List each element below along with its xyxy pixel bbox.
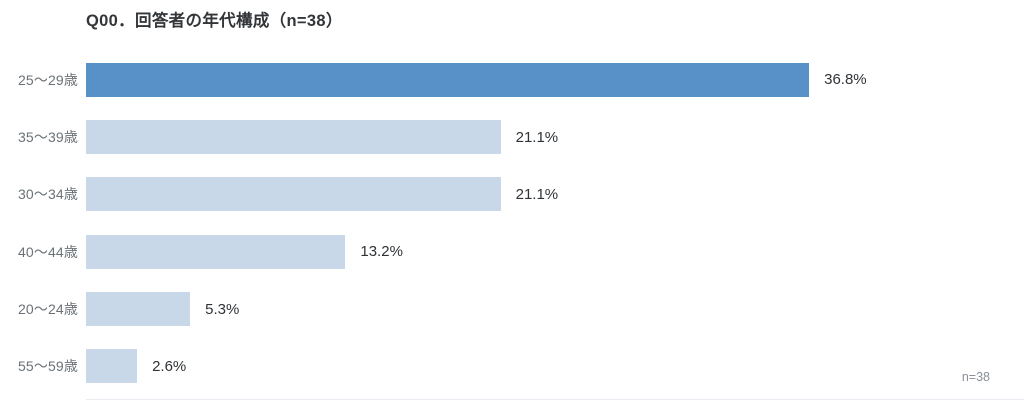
value-label: 36.8% [824,71,867,89]
sample-size-note: n=38 [961,370,990,384]
chart-row: 30～34歳 21.1% [0,166,1024,223]
chart-row: 20～24歳 5.3% [0,280,1024,337]
axis-baseline [86,399,1024,400]
bar [86,234,346,269]
chart-row: 25～29歳 36.8% [0,51,1024,108]
value-label: 21.1% [515,128,559,146]
bar [86,120,501,155]
value-label: 5.3% [205,300,240,318]
category-label: 30～34歳 [18,186,78,203]
value-label: 21.1% [515,185,559,203]
bar [86,292,191,327]
category-label: 40～44歳 [18,243,78,260]
category-label: 55～59歳 [18,358,78,375]
chart-row: 35～39歳 21.1% [0,108,1024,165]
bar [86,177,501,212]
chart-row: 55～59歳 2.6% [0,338,1024,395]
category-label: 20～24歳 [18,301,78,318]
value-label: 2.6% [152,357,187,375]
chart-row: 40～44歳 13.2% [0,223,1024,280]
value-label: 13.2% [360,243,403,261]
chart-title: Q00．回答者の年代構成（n=38） [86,12,343,30]
bar [86,62,810,97]
bar [86,349,138,384]
chart-rows: 25～29歳 36.8% 35～39歳 21.1% 30～34歳 21.1% 40～44歳 1… [0,51,1024,395]
category-label: 35～39歳 [18,129,78,146]
category-label: 25～29歳 [18,71,78,88]
